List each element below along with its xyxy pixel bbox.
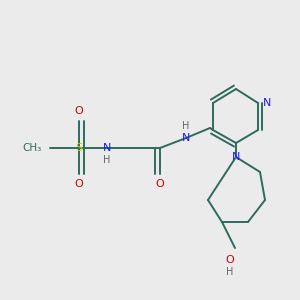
Text: N: N [103,143,111,153]
Text: H: H [226,267,234,277]
Text: O: O [75,179,83,189]
Text: O: O [75,106,83,116]
Text: H: H [103,155,111,165]
Text: O: O [226,255,234,265]
Text: O: O [156,179,164,189]
Text: N: N [182,133,190,143]
Text: H: H [182,121,190,131]
Text: N: N [263,98,271,108]
Text: S: S [75,143,82,153]
Text: N: N [232,152,240,162]
Text: CH₃: CH₃ [23,143,42,153]
